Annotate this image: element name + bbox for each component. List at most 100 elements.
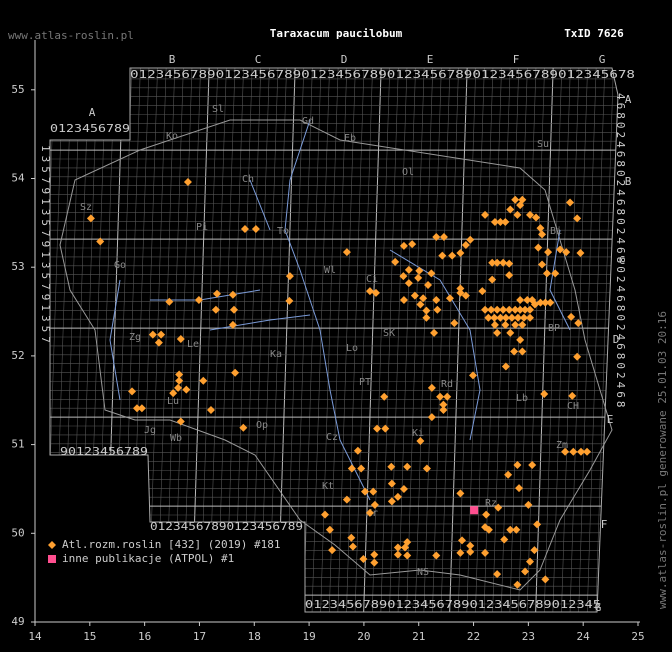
legend-marker	[48, 541, 56, 549]
y-tick-label: 51	[11, 438, 24, 451]
record-point	[285, 296, 294, 305]
record-point	[541, 298, 550, 307]
record-point	[128, 387, 137, 396]
record-point	[506, 525, 515, 534]
grid-line-v	[362, 68, 382, 612]
grid-line-v	[406, 68, 425, 612]
grid-letter: F	[601, 518, 608, 531]
record-point	[533, 520, 542, 529]
record-point	[488, 275, 497, 284]
record-point	[490, 217, 499, 226]
record-point	[456, 489, 465, 498]
record-point	[505, 271, 514, 280]
record-point	[154, 338, 163, 347]
record-point	[562, 248, 571, 257]
record-point	[165, 297, 174, 306]
record-point	[505, 259, 514, 268]
record-point	[507, 313, 516, 322]
region-label: Ch	[242, 174, 254, 185]
grid-line-v	[474, 68, 494, 612]
legend: Atl.rozm.roslin [432] (2019) #181 inne p…	[48, 538, 281, 565]
region-label: Sl	[212, 104, 224, 115]
grid-digits: 01234567890123456789	[150, 520, 303, 533]
record-point	[432, 296, 441, 305]
grid-outline	[49, 67, 619, 613]
record-point	[419, 294, 428, 303]
y-tick-label: 52	[11, 349, 24, 362]
record-point	[348, 542, 357, 551]
record-point	[399, 272, 408, 281]
record-point	[513, 210, 522, 219]
region-label: Le	[187, 339, 199, 350]
record-point	[573, 214, 582, 223]
record-point	[342, 495, 351, 504]
record-point	[566, 198, 575, 207]
record-point	[450, 319, 459, 328]
grid-line-v	[371, 68, 391, 612]
grid-line-v	[500, 68, 520, 612]
record-point	[544, 248, 553, 257]
record-point	[478, 287, 487, 296]
record-point	[493, 258, 502, 267]
y-tick-label: 55	[11, 83, 24, 96]
record-point	[174, 383, 183, 392]
record-point	[513, 580, 522, 589]
grid-line-v	[354, 68, 374, 612]
record-point	[427, 383, 436, 392]
x-tick-label: 16	[138, 630, 151, 643]
record-point	[521, 305, 530, 314]
grid-line-v	[50, 68, 64, 612]
x-tick-label: 21	[412, 630, 425, 643]
record-point	[456, 548, 465, 557]
record-point	[393, 492, 402, 501]
grid-line-v	[397, 68, 417, 612]
record-point	[481, 210, 490, 219]
side-note: www.atlas-roslin.pl generowane 25.01.03 …	[656, 311, 669, 609]
record-point	[183, 178, 192, 187]
x-tick-label: 22	[467, 630, 480, 643]
grid-line-v	[311, 68, 331, 612]
record-point	[541, 575, 550, 584]
region-label: Wl	[324, 265, 336, 276]
map-title: Taraxacum paucilobum	[270, 27, 403, 40]
grid-letter: F	[513, 53, 520, 66]
record-point	[403, 462, 412, 471]
record-point	[285, 272, 294, 281]
grid-letter: G	[595, 601, 602, 614]
record-point	[427, 269, 436, 278]
record-point	[365, 508, 374, 517]
grid-line-v	[388, 68, 408, 612]
record-point	[365, 287, 374, 296]
record-point	[568, 391, 577, 400]
legend-label: Atl.rozm.roslin [432] (2019) #181	[62, 538, 281, 551]
record-point	[526, 305, 535, 314]
record-point	[487, 305, 496, 314]
grid-letter: C	[619, 254, 626, 267]
record-point	[458, 536, 467, 545]
grid-digits: 012345678901234567890123456789012345	[305, 598, 601, 611]
record-point	[175, 376, 184, 385]
x-tick-label: 24	[577, 630, 591, 643]
record-point	[501, 362, 510, 371]
record-point	[369, 487, 378, 496]
record-point	[387, 462, 396, 471]
record-point	[399, 241, 408, 250]
region-label: Zg	[129, 332, 141, 343]
record-point	[399, 484, 408, 493]
record-point	[556, 245, 565, 254]
record-point	[393, 543, 402, 552]
record-point	[211, 305, 220, 314]
record-point	[538, 230, 547, 239]
grid-line-v	[345, 68, 365, 612]
record-point	[488, 258, 497, 267]
record-point	[175, 370, 184, 379]
record-point	[432, 233, 441, 242]
record-point	[493, 570, 502, 579]
record-point	[416, 300, 425, 309]
record-point	[484, 313, 493, 322]
y-tick-label: 54	[11, 172, 25, 185]
record-point	[518, 195, 527, 204]
record-point	[456, 288, 465, 297]
region-label: Ka	[270, 349, 282, 360]
